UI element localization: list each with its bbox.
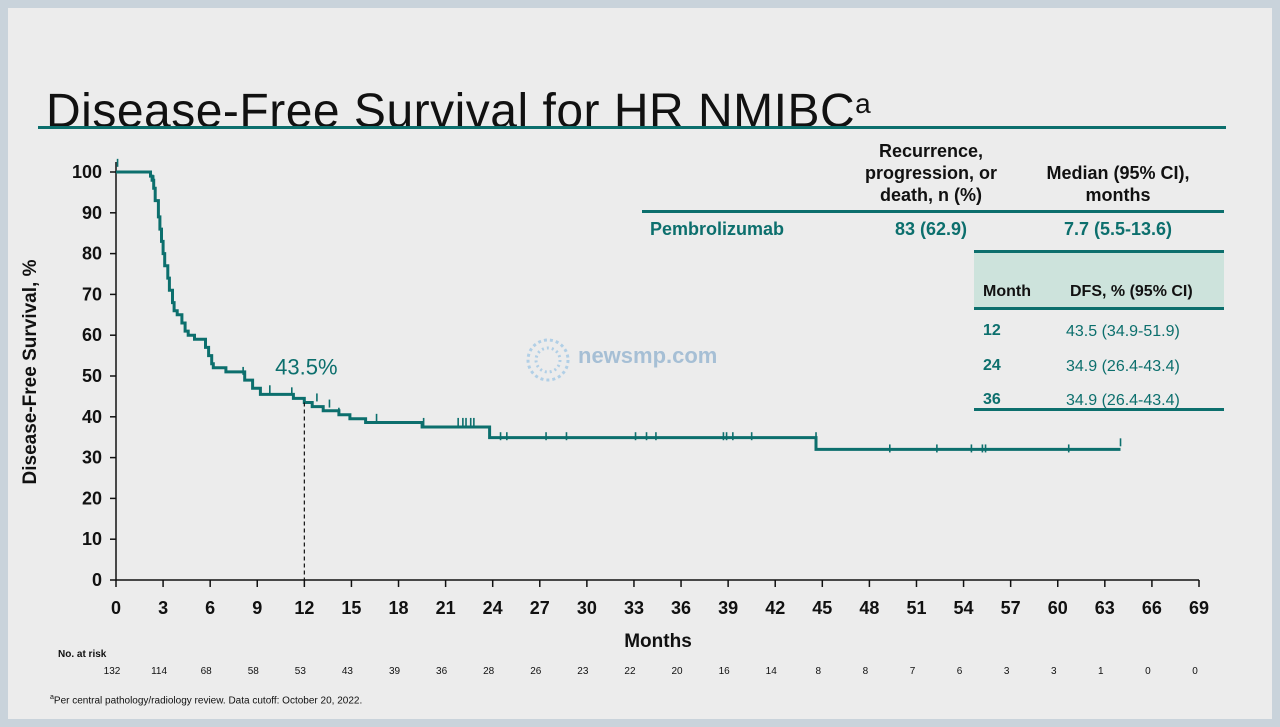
dfs-header-month: Month [983, 283, 1031, 300]
x-tick-label: 15 [341, 598, 361, 618]
at-risk-value: 22 [624, 666, 636, 677]
dfs-row-month: 36 [983, 391, 1001, 408]
y-tick-label: 70 [82, 284, 102, 304]
at-risk-value: 58 [248, 666, 260, 677]
at-risk-value: 26 [530, 666, 542, 677]
at-risk-value: 39 [389, 666, 401, 677]
y-tick-label: 40 [82, 407, 102, 427]
at-risk-value: 6 [957, 666, 963, 677]
at-risk-value: 28 [483, 666, 495, 677]
y-tick-label: 60 [82, 325, 102, 345]
x-tick-label: 57 [1001, 598, 1021, 618]
dfs-table-header-bg [974, 253, 1224, 307]
dfs-row-value: 34.9 (26.4-43.4) [1066, 392, 1180, 409]
summary-header-events-line: progression, or [864, 163, 998, 183]
at-risk-label: No. at risk [58, 649, 107, 660]
title-rule [38, 126, 1226, 129]
title-superscript: a [855, 88, 872, 119]
at-risk-value: 20 [671, 666, 683, 677]
summary-header-events: Recurrence, progression, or death, n (%) [838, 140, 1024, 206]
y-axis-title: Disease-Free Survival, % [20, 259, 41, 484]
at-risk-value: 1 [1098, 666, 1104, 677]
y-tick-label: 80 [82, 244, 102, 264]
dfs-header-dfs: DFS, % (95% CI) [1070, 283, 1193, 300]
x-axis-title: Months [624, 631, 692, 652]
at-risk-value: 0 [1192, 666, 1198, 677]
at-risk-value: 36 [436, 666, 448, 677]
footnote: aPer central pathology/radiology review.… [50, 694, 362, 706]
footnote-superscript: a [50, 694, 54, 701]
at-risk-value: 132 [104, 666, 121, 677]
summary-header-events-line: Recurrence, [878, 141, 984, 161]
y-tick-label: 10 [82, 529, 102, 549]
x-tick-label: 9 [252, 598, 262, 618]
x-tick-label: 27 [530, 598, 550, 618]
x-tick-label: 69 [1189, 598, 1209, 618]
x-tick-label: 45 [812, 598, 832, 618]
page-title: Disease-Free Survival for HR NMIBCa [46, 85, 872, 138]
summary-median: 7.7 (5.5-13.6) [1063, 219, 1173, 239]
x-tick-label: 6 [205, 598, 215, 618]
summary-events: 83 (62.9) [894, 219, 968, 239]
at-risk-value: 114 [151, 666, 167, 677]
x-tick-label: 12 [294, 598, 314, 618]
at-risk-value: 43 [342, 666, 354, 677]
at-risk-value: 7 [910, 666, 916, 677]
at-risk-value: 8 [816, 666, 822, 677]
at-risk-value: 23 [577, 666, 589, 677]
footnote-text: Per central pathology/radiology review. … [53, 695, 363, 707]
at-risk-value: 3 [1051, 666, 1057, 677]
at-risk-value: 68 [201, 666, 213, 677]
x-tick-label: 63 [1095, 598, 1115, 618]
x-tick-label: 42 [765, 598, 785, 618]
x-tick-label: 66 [1142, 598, 1162, 618]
dfs-row-value: 34.9 (26.4-43.4) [1066, 358, 1180, 375]
watermark-logo-icon [526, 338, 570, 382]
x-tick-label: 60 [1048, 598, 1068, 618]
summary-arm: Pembrolizumab [650, 219, 785, 239]
x-tick-label: 24 [483, 598, 503, 618]
dfs-table-rule-bottom [974, 408, 1224, 411]
summary-header-median: Median (95% CI), months [1020, 162, 1216, 206]
x-tick-label: 30 [577, 598, 597, 618]
summary-header-median-line: months [1085, 185, 1151, 205]
at-risk-value: 53 [295, 666, 307, 677]
x-tick-label: 3 [158, 598, 168, 618]
x-tick-label: 0 [111, 598, 121, 618]
at-risk-value: 16 [719, 666, 731, 677]
summary-header-median-line: Median (95% CI), [1046, 163, 1190, 183]
dfs-row-month: 12 [983, 322, 1001, 339]
at-risk-value: 3 [1004, 666, 1010, 677]
watermark-text: newsmp.com [578, 343, 718, 368]
chart-marks: 43.5% [116, 158, 1122, 580]
x-tick-label: 54 [954, 598, 974, 618]
x-tick-label: 18 [389, 598, 409, 618]
x-tick-label: 21 [436, 598, 456, 618]
y-tick-label: 30 [82, 448, 102, 468]
at-risk-value: 0 [1145, 666, 1151, 677]
dfs-row-month: 24 [983, 357, 1001, 374]
y-tick-label: 50 [82, 366, 102, 386]
survival-curve [116, 170, 1121, 451]
dfs-table-rule-mid [974, 307, 1224, 310]
x-tick-label: 33 [624, 598, 644, 618]
summary-table-rule [642, 210, 1224, 213]
at-risk-value: 14 [766, 666, 778, 677]
y-tick-label: 100 [72, 162, 102, 182]
x-tick-label: 48 [859, 598, 879, 618]
at-risk-value: 8 [863, 666, 869, 677]
summary-header-events-line: death, n (%) [880, 185, 982, 205]
x-tick-label: 39 [718, 598, 738, 618]
dfs-table-rule-top [974, 250, 1224, 253]
x-tick-label: 36 [671, 598, 691, 618]
y-tick-label: 20 [82, 488, 102, 508]
x-tick-label: 51 [906, 598, 926, 618]
annotation-label: 43.5% [275, 355, 337, 380]
y-tick-label: 90 [82, 203, 102, 223]
y-tick-label: 0 [92, 570, 102, 590]
dfs-row-value: 43.5 (34.9-51.9) [1066, 323, 1180, 340]
